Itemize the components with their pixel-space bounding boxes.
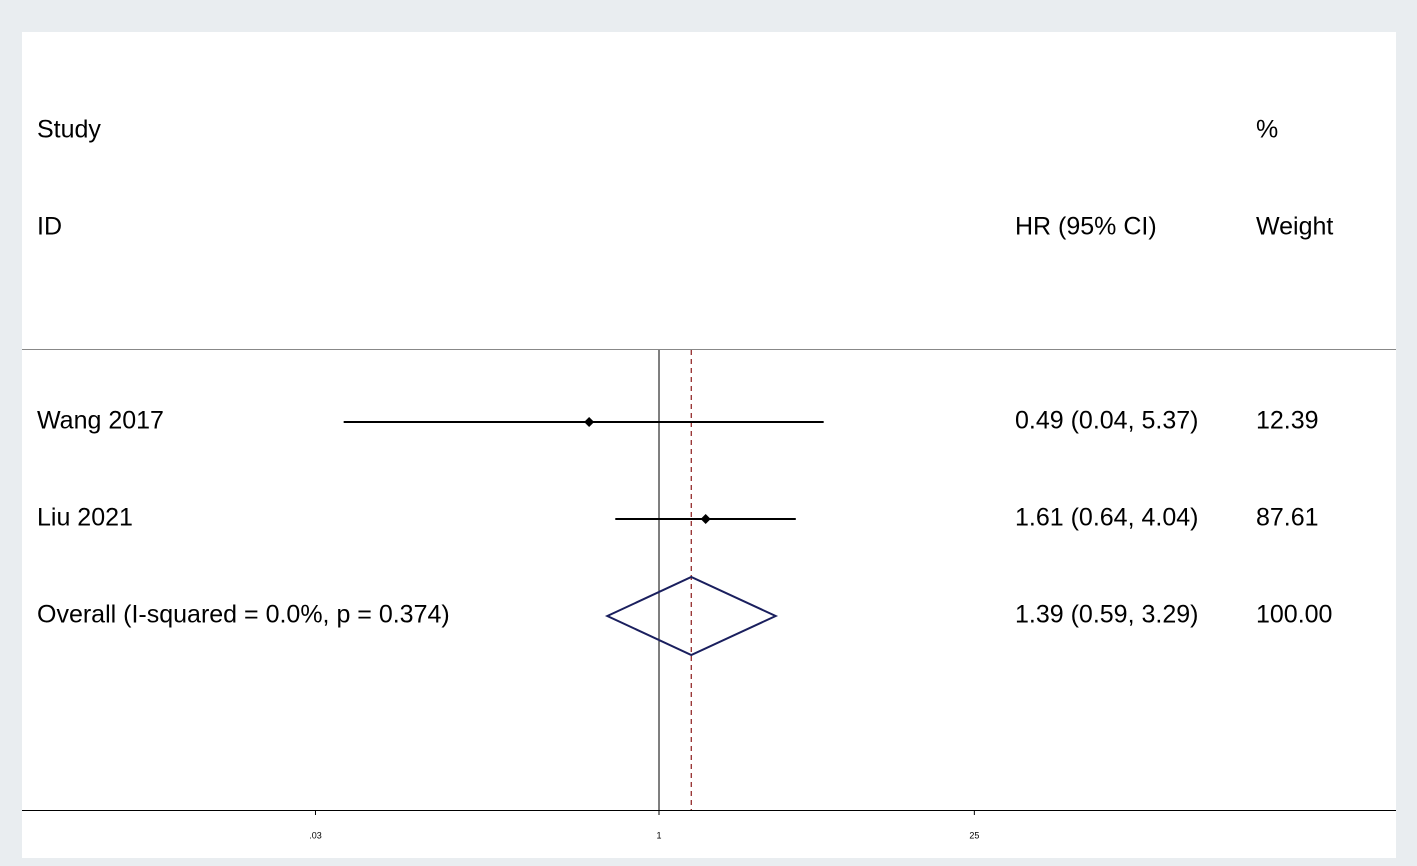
x-tick-label: .03: [309, 830, 322, 840]
study-label: Wang 2017: [37, 407, 164, 435]
header: Weight: [1256, 213, 1333, 241]
plot-area: [22, 32, 1396, 858]
x-tick-label: 25: [969, 830, 979, 840]
study-label: Liu 2021: [37, 504, 133, 532]
weight-label: 100.00: [1256, 601, 1332, 629]
point-estimate: [584, 417, 595, 427]
header: Study: [37, 116, 101, 144]
estimate-label: 1.61 (0.64, 4.04): [1015, 504, 1198, 532]
weight-label: 87.61: [1256, 504, 1319, 532]
header: %: [1256, 116, 1278, 144]
x-tick-label: 1: [656, 830, 661, 840]
overall-diamond: [604, 575, 779, 657]
estimate-label: 1.39 (0.59, 3.29): [1015, 601, 1198, 629]
header: HR (95% CI): [1015, 213, 1157, 241]
weight-label: 12.39: [1256, 407, 1319, 435]
header: ID: [37, 213, 62, 241]
point-estimate: [700, 514, 711, 524]
study-label: Overall (I-squared = 0.0%, p = 0.374): [37, 601, 450, 629]
estimate-label: 0.49 (0.04, 5.37): [1015, 407, 1198, 435]
